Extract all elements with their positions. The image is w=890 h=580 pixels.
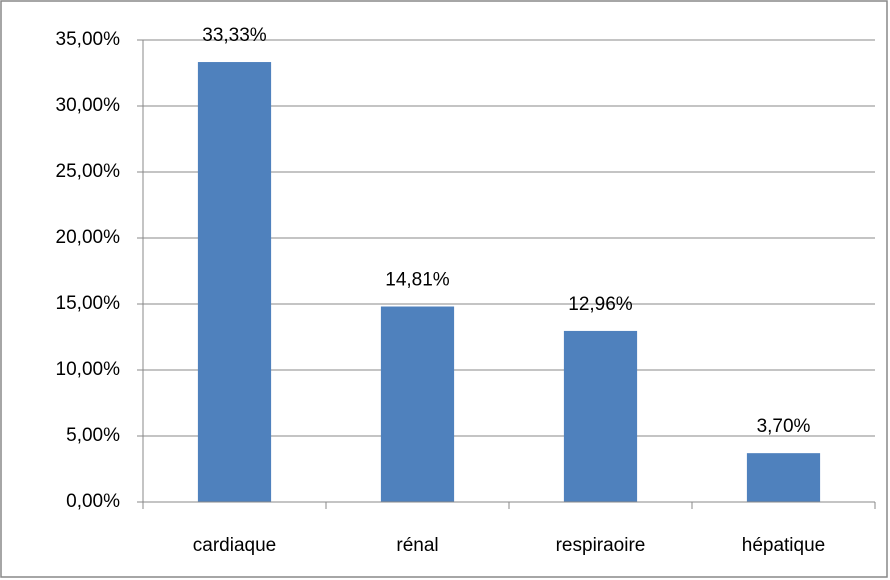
y-tick-label: 5,00% bbox=[66, 425, 120, 446]
bar bbox=[380, 306, 455, 502]
bar bbox=[746, 453, 821, 502]
value-label: 14,81% bbox=[385, 270, 450, 291]
value-label: 12,96% bbox=[568, 294, 633, 315]
y-tick-label: 0,00% bbox=[66, 491, 120, 512]
x-tick-label: hépatique bbox=[742, 535, 825, 556]
y-tick-label: 15,00% bbox=[56, 293, 121, 314]
x-tick-label: rénal bbox=[396, 535, 438, 556]
x-tick-label: cardiaque bbox=[193, 535, 276, 556]
y-tick-label: 30,00% bbox=[56, 95, 121, 116]
value-label: 33,33% bbox=[202, 25, 267, 46]
x-tick-label: respiraoire bbox=[556, 535, 646, 556]
value-label: 3,70% bbox=[757, 416, 811, 437]
bar bbox=[197, 62, 272, 502]
y-tick-label: 25,00% bbox=[56, 161, 121, 182]
y-tick-label: 35,00% bbox=[56, 29, 121, 50]
y-tick-label: 20,00% bbox=[56, 227, 121, 248]
y-tick-label: 10,00% bbox=[56, 359, 121, 380]
bar bbox=[563, 330, 638, 502]
